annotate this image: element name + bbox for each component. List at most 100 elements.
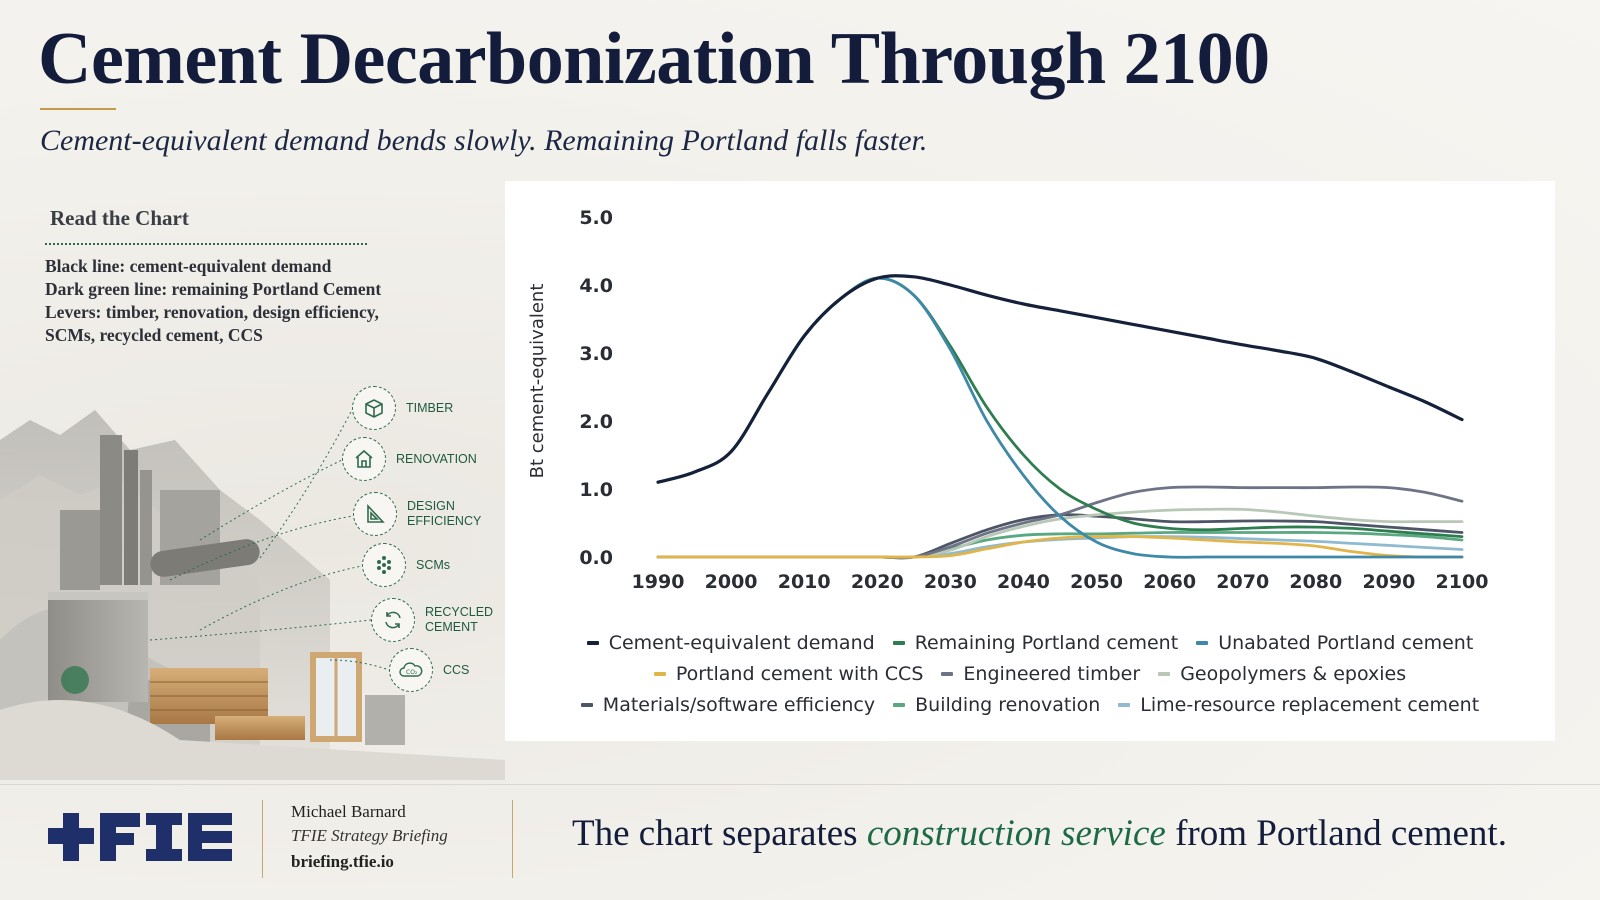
lever-scms: SCMs bbox=[362, 543, 450, 587]
series-line-unabated-portland-cement bbox=[656, 276, 1464, 559]
tagline-end: from Portland cement. bbox=[1165, 813, 1507, 854]
footer-tagline: The chart separates construction service… bbox=[572, 812, 1507, 855]
legend-swatch bbox=[653, 671, 666, 676]
y-tick-label: 3.0 bbox=[579, 343, 613, 365]
footer-separator bbox=[512, 800, 513, 878]
x-tick-label: 1990 bbox=[632, 571, 685, 593]
y-axis-label: Bt cement-equivalent bbox=[527, 284, 548, 479]
timber-crate-icon bbox=[352, 386, 396, 430]
x-tick-label: 2080 bbox=[1289, 571, 1342, 593]
legend-label: Unabated Portland cement bbox=[1218, 631, 1474, 654]
page-subtitle: Cement-equivalent demand bends slowly. R… bbox=[40, 124, 928, 157]
tagline-emphasis: construction service bbox=[866, 813, 1166, 854]
lever-recycled-cement: RECYCLED CEMENT bbox=[371, 598, 493, 642]
title-underline bbox=[40, 108, 116, 110]
legend-label: Remaining Portland cement bbox=[914, 631, 1179, 654]
x-tick-label: 2000 bbox=[705, 571, 758, 593]
x-tick-label: 2030 bbox=[924, 571, 977, 593]
footer-separator bbox=[262, 800, 263, 878]
lever-ccs: CO₂ CCS bbox=[389, 648, 469, 692]
lever-label: SCMs bbox=[416, 557, 451, 572]
tagline-start: The chart separates bbox=[572, 813, 867, 854]
legend-swatch bbox=[586, 640, 599, 645]
x-tick-label: 2020 bbox=[851, 571, 904, 593]
series-line-materials-software-efficiency bbox=[656, 513, 1464, 560]
lever-timber: TIMBER bbox=[352, 386, 453, 430]
tfie-logo bbox=[48, 813, 232, 861]
read-note-line: Levers: timber, renovation, design effic… bbox=[45, 302, 379, 322]
footer-divider bbox=[0, 784, 1600, 785]
svg-text:CO₂: CO₂ bbox=[406, 669, 418, 676]
legend-row: Cement-equivalent demand Remaining Portla… bbox=[505, 627, 1555, 658]
legend-item: Portland cement with CCS bbox=[653, 662, 924, 685]
legend-swatch bbox=[893, 702, 906, 707]
legend-swatch bbox=[1118, 702, 1131, 707]
legend-item: Engineered timber bbox=[941, 663, 1140, 685]
legend-label: Portland cement with CCS bbox=[675, 662, 924, 685]
cement-plant-illustration bbox=[0, 409, 505, 780]
house-icon bbox=[342, 437, 386, 481]
read-chart-divider bbox=[45, 243, 367, 245]
series-line-cement-equivalent-demand bbox=[656, 274, 1464, 484]
legend-label: Engineered timber bbox=[963, 662, 1141, 685]
read-chart-heading: Read the Chart bbox=[50, 206, 189, 230]
lever-renovation: RENOVATION bbox=[342, 437, 477, 481]
legend-item: Building renovation bbox=[893, 694, 1100, 716]
legend-label: Geopolymers & epoxies bbox=[1180, 662, 1407, 685]
series-line-portland-cement-with-ccs bbox=[656, 535, 1464, 559]
read-note-line: Dark green line: remaining Portland Ceme… bbox=[45, 279, 382, 299]
lever-label: CCS bbox=[443, 662, 470, 677]
x-tick-label: 2040 bbox=[997, 571, 1050, 593]
legend-item: Materials/software efficiency bbox=[580, 693, 876, 716]
lever-label: RENOVATION bbox=[396, 451, 477, 466]
legend-item: Geopolymers & epoxies bbox=[1158, 663, 1406, 685]
x-tick-label: 2010 bbox=[778, 571, 831, 593]
briefing-link[interactable]: briefing.tfie.io bbox=[291, 852, 394, 871]
legend-label: Lime-resource replacement cement bbox=[1140, 693, 1480, 716]
co2-cloud-icon: CO₂ bbox=[389, 648, 433, 692]
x-tick-label: 2100 bbox=[1436, 571, 1489, 593]
legend-row: Portland cement with CCS Engineered timbe… bbox=[505, 658, 1555, 689]
x-tick-label: 2050 bbox=[1070, 571, 1123, 593]
legend-swatch bbox=[892, 640, 905, 645]
author-name: Michael Barnard bbox=[291, 802, 406, 821]
legend-label: Cement-equivalent demand bbox=[608, 631, 875, 654]
y-tick-label: 1.0 bbox=[579, 479, 613, 501]
y-tick-label: 4.0 bbox=[579, 275, 613, 297]
legend-row: Materials/software efficiency Building re… bbox=[505, 689, 1555, 720]
legend-swatch bbox=[1158, 671, 1171, 676]
legend-item: Unabated Portland cement bbox=[1196, 632, 1473, 654]
x-tick-label: 2060 bbox=[1143, 571, 1196, 593]
x-tick-label: 2090 bbox=[1362, 571, 1415, 593]
lever-label: RECYCLED CEMENT bbox=[425, 605, 494, 634]
series-line-lime-resource-replacement-cement bbox=[656, 535, 1464, 559]
chart-legend: Cement-equivalent demand Remaining Portla… bbox=[505, 627, 1555, 720]
line-chart: 0.0 1.0 2.0 3.0 4.0 5.0 1990 2000 2010 2020 2030 2… bbox=[527, 207, 1489, 593]
recycle-arrows-icon bbox=[371, 598, 415, 642]
legend-item: Cement-equivalent demand bbox=[586, 631, 875, 654]
y-tick-label: 5.0 bbox=[579, 207, 613, 229]
legend-swatch bbox=[1196, 640, 1209, 645]
legend-swatch bbox=[941, 671, 954, 676]
legend-item: Remaining Portland cement bbox=[892, 631, 1179, 654]
read-note-line: Black line: cement-equivalent demand bbox=[45, 256, 332, 276]
series-line-building-renovation bbox=[656, 531, 1464, 560]
legend-label: Materials/software efficiency bbox=[602, 693, 876, 716]
page-title: Cement Decarbonization Through 2100 bbox=[38, 18, 1270, 100]
lever-design-efficiency: DESIGN EFFICIENCY bbox=[353, 492, 481, 536]
author-role: TFIE Strategy Briefing bbox=[291, 826, 448, 845]
set-square-icon bbox=[353, 492, 397, 536]
y-tick-label: 2.0 bbox=[579, 411, 613, 433]
x-tick-label: 2070 bbox=[1216, 571, 1269, 593]
lever-label: DESIGN EFFICIENCY bbox=[407, 499, 482, 528]
read-chart-notes: Black line: cement-equivalent demand Dar… bbox=[45, 255, 465, 347]
legend-label: Building renovation bbox=[915, 693, 1101, 716]
legend-item: Lime-resource replacement cement bbox=[1118, 694, 1479, 716]
author-block: Michael Barnard TFIE Strategy Briefing b… bbox=[291, 800, 448, 876]
legend-swatch bbox=[580, 702, 593, 707]
y-tick-label: 0.0 bbox=[579, 547, 613, 569]
read-note-line: SCMs, recycled cement, CCS bbox=[45, 325, 263, 345]
chart-card: 0.0 1.0 2.0 3.0 4.0 5.0 1990 2000 2010 2020 2030 2… bbox=[505, 181, 1555, 741]
dots-cluster-icon bbox=[362, 543, 406, 587]
lever-label: TIMBER bbox=[406, 400, 454, 415]
